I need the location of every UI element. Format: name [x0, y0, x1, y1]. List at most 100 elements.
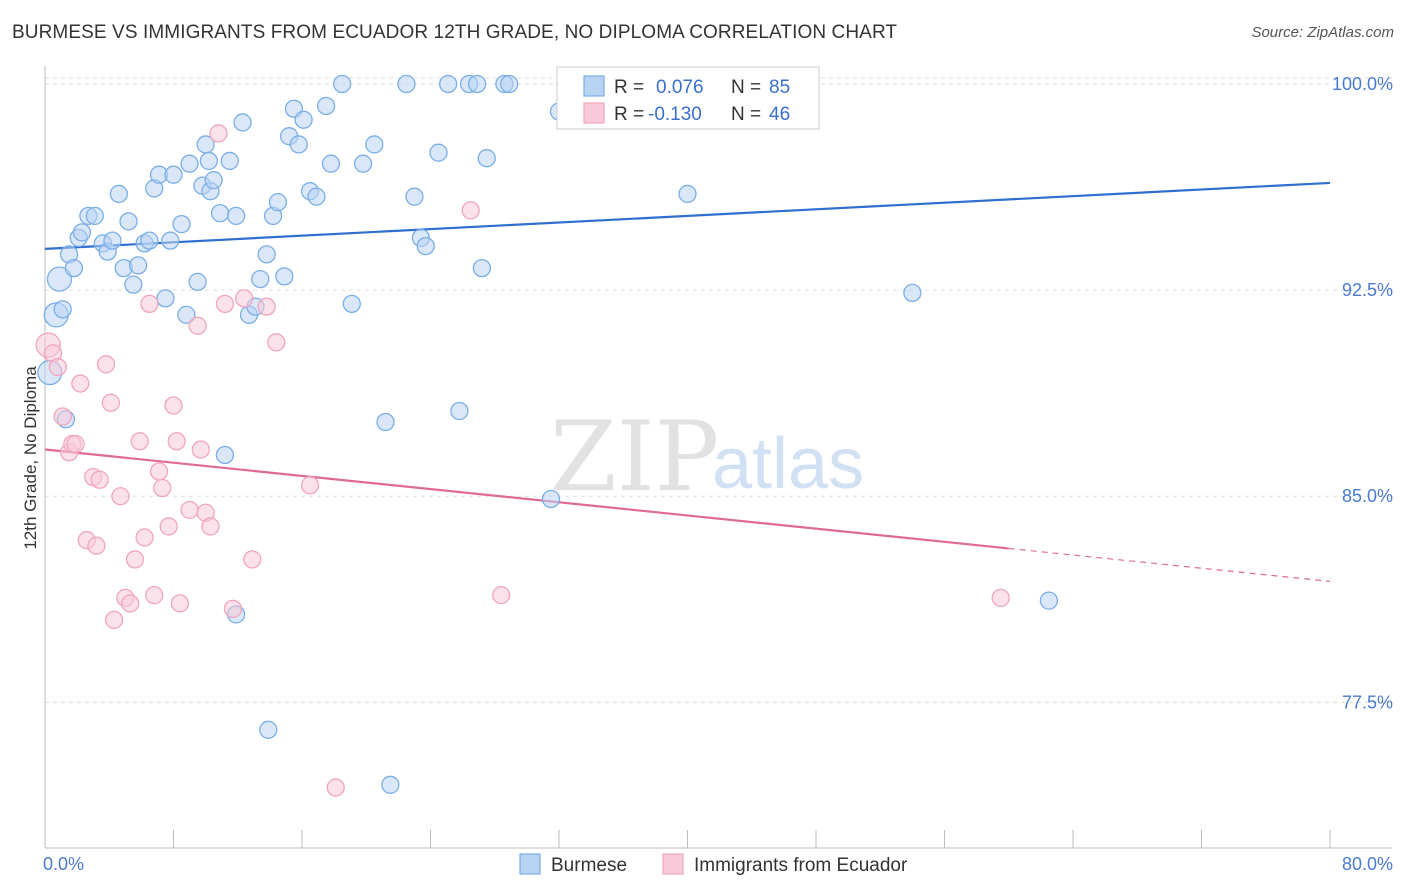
series-swatch-burmese	[519, 853, 541, 875]
data-point	[991, 588, 1010, 608]
data-points	[35, 74, 1059, 797]
legend-swatch-burmese	[583, 75, 605, 97]
data-point	[333, 74, 352, 94]
data-point	[53, 300, 72, 319]
data-point	[71, 374, 90, 393]
data-point	[259, 720, 278, 739]
data-point	[129, 256, 148, 275]
data-point	[215, 294, 235, 313]
grid-lines	[45, 77, 1392, 703]
chart-title: BURMESE VS IMMIGRANTS FROM ECUADOR 12TH …	[12, 22, 898, 43]
watermark: ZIP atlas	[550, 401, 864, 513]
data-point	[46, 266, 73, 292]
data-point	[164, 165, 183, 184]
data-point	[87, 536, 106, 555]
data-point	[72, 223, 92, 242]
data-point	[199, 151, 218, 171]
data-point	[156, 289, 175, 308]
legend-n-value-1: 85	[769, 77, 790, 98]
data-point	[477, 149, 496, 168]
legend-r-label-1: R =	[614, 77, 644, 98]
data-point	[103, 231, 122, 250]
data-point	[140, 294, 159, 313]
y-tick-label-0: 100.0%	[1332, 74, 1393, 94]
data-point	[66, 434, 85, 454]
data-point	[188, 272, 207, 292]
data-point	[180, 500, 199, 520]
source-credit: Source: ZipAtlas.com	[1251, 24, 1394, 41]
data-point	[188, 316, 207, 335]
data-point	[53, 407, 72, 426]
data-point	[210, 204, 230, 223]
data-point	[119, 212, 138, 231]
x-tick-labels: 0.0% 80.0%	[43, 854, 1393, 874]
trend-lines	[44, 181, 1331, 583]
data-point	[140, 231, 159, 250]
y-tick-labels: 100.0% 92.5% 85.0% 77.5%	[1332, 74, 1393, 712]
legend-n-label-2: N =	[731, 104, 761, 125]
data-point	[1039, 591, 1059, 610]
data-point	[153, 478, 172, 498]
data-point	[120, 594, 140, 613]
data-point	[376, 412, 395, 432]
data-point	[289, 135, 308, 154]
y-axis-label: 12th Grade, No Diploma	[21, 366, 40, 550]
data-point	[124, 275, 143, 294]
trend-line-dashed-1	[1008, 547, 1331, 583]
legend-n-value-2: 46	[769, 104, 790, 125]
data-point	[500, 74, 519, 94]
data-point	[145, 586, 164, 605]
data-point	[541, 489, 561, 509]
data-point	[215, 445, 235, 465]
data-point	[294, 110, 313, 129]
axes	[44, 66, 1392, 849]
data-point	[180, 154, 199, 173]
data-point	[191, 440, 210, 459]
watermark-zip: ZIP	[550, 401, 719, 513]
data-point	[125, 550, 145, 569]
data-point	[167, 432, 186, 451]
data-point	[104, 610, 124, 630]
data-point	[170, 594, 190, 613]
data-point	[233, 113, 252, 132]
data-point	[342, 294, 361, 313]
data-point	[365, 135, 384, 154]
data-point	[135, 528, 154, 547]
data-point	[316, 96, 336, 116]
series-points-0	[37, 74, 1059, 794]
data-point	[177, 305, 196, 324]
data-point	[267, 333, 286, 352]
y-tick-label-1: 92.5%	[1342, 280, 1393, 300]
y-tick-label-3: 77.5%	[1342, 692, 1393, 712]
data-point	[257, 297, 276, 316]
data-point	[161, 231, 180, 250]
data-point	[172, 214, 191, 234]
data-point	[85, 206, 104, 226]
data-point	[243, 550, 262, 569]
data-point	[300, 476, 320, 495]
legend-r-label-2: R =	[614, 104, 644, 125]
data-point	[204, 171, 223, 190]
data-point	[307, 187, 326, 206]
data-point	[450, 401, 469, 421]
series-swatch-ecuador	[662, 853, 684, 875]
data-point	[467, 74, 487, 94]
data-point	[429, 143, 448, 162]
data-point	[101, 393, 121, 412]
data-point	[678, 184, 697, 204]
data-point	[164, 396, 183, 415]
data-point	[220, 151, 239, 171]
data-point	[90, 470, 109, 489]
watermark-atlas: atlas	[712, 424, 864, 504]
data-point	[64, 258, 84, 278]
data-point	[472, 258, 492, 278]
data-point	[226, 206, 246, 226]
series-points-1	[35, 124, 1010, 797]
data-point	[111, 487, 130, 506]
data-point	[48, 357, 67, 377]
x-tick-label-0: 0.0%	[43, 854, 84, 874]
data-point	[209, 124, 228, 143]
legend-r-value-2: -0.130	[648, 104, 702, 125]
data-point	[257, 245, 276, 264]
y-tick-label-2: 85.0%	[1342, 486, 1393, 506]
